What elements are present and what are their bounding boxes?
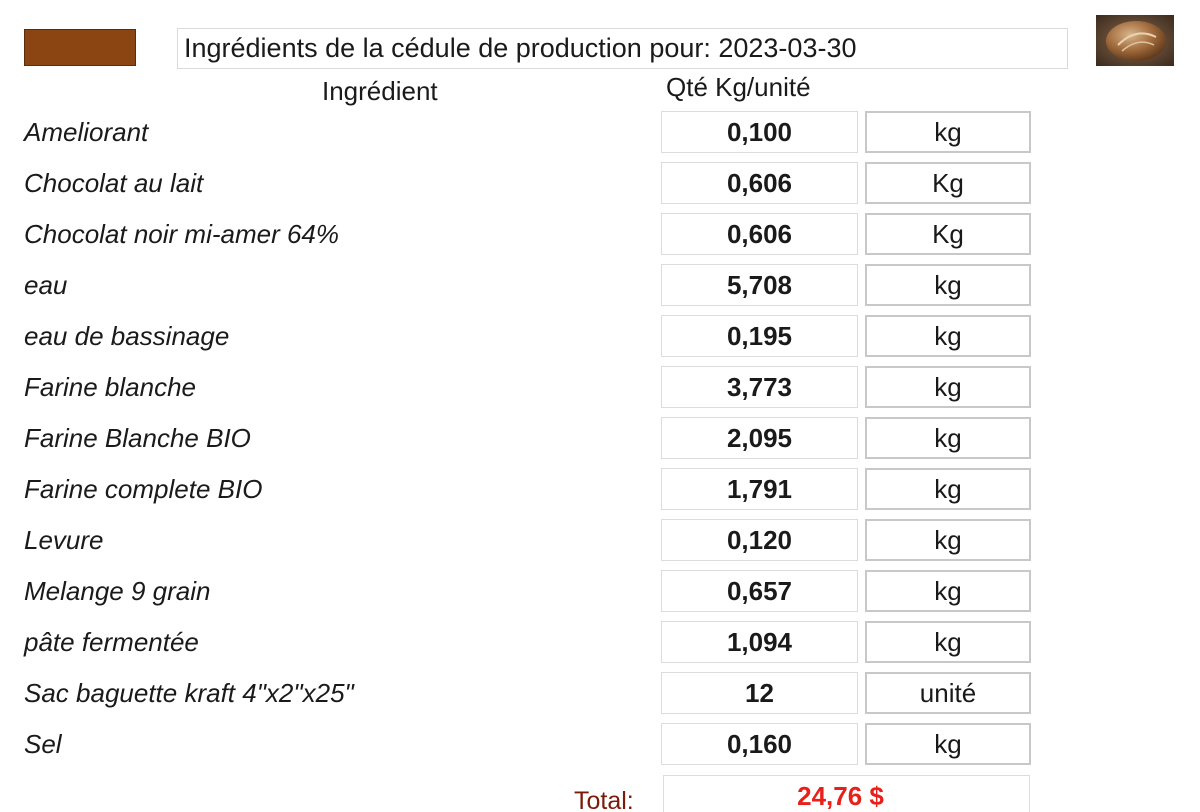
unit-field[interactable]: unité bbox=[865, 672, 1031, 714]
ingredient-name: eau bbox=[24, 270, 68, 300]
ingredient-name: Sac baguette kraft 4"x2"x25" bbox=[24, 678, 354, 708]
quantity-field[interactable]: 3,773 bbox=[661, 366, 858, 408]
total-value: 24,76 $ bbox=[663, 775, 1030, 812]
table-row: Chocolat au lait 0,606 Kg bbox=[0, 162, 1200, 213]
quantity-field[interactable]: 2,095 bbox=[661, 417, 858, 459]
total-label: Total: bbox=[574, 787, 634, 812]
ingredient-name: Farine complete BIO bbox=[24, 474, 263, 504]
unit-field[interactable]: kg bbox=[865, 366, 1031, 408]
unit-field[interactable]: kg bbox=[865, 723, 1031, 765]
unit-field[interactable]: kg bbox=[865, 621, 1031, 663]
unit-field[interactable]: kg bbox=[865, 264, 1031, 306]
unit-field[interactable]: Kg bbox=[865, 162, 1031, 204]
ingredient-name: pâte fermentée bbox=[24, 627, 199, 657]
table-row: Melange 9 grain 0,657 kg bbox=[0, 570, 1200, 621]
table-row: Sac baguette kraft 4"x2"x25" 12 unité bbox=[0, 672, 1200, 723]
unit-field[interactable]: kg bbox=[865, 111, 1031, 153]
quantity-field[interactable]: 12 bbox=[661, 672, 858, 714]
ingredient-name: Farine Blanche BIO bbox=[24, 423, 251, 453]
unit-field[interactable]: Kg bbox=[865, 213, 1031, 255]
quantity-field[interactable]: 0,160 bbox=[661, 723, 858, 765]
ingredient-name: Levure bbox=[24, 525, 104, 555]
ingredient-name: Chocolat noir mi-amer 64% bbox=[24, 219, 340, 249]
table-row: eau de bassinage 0,195 kg bbox=[0, 315, 1200, 366]
quantity-field[interactable]: 0,606 bbox=[661, 213, 858, 255]
quantity-field[interactable]: 0,657 bbox=[661, 570, 858, 612]
ingredients-table: Ameliorant 0,100 kg Chocolat au lait 0,6… bbox=[0, 111, 1200, 774]
unit-field[interactable]: kg bbox=[865, 468, 1031, 510]
table-row: Farine blanche 3,773 kg bbox=[0, 366, 1200, 417]
quantity-field[interactable]: 1,094 bbox=[661, 621, 858, 663]
table-row: Farine Blanche BIO 2,095 kg bbox=[0, 417, 1200, 468]
table-row: Ameliorant 0,100 kg bbox=[0, 111, 1200, 162]
quantity-field[interactable]: 0,606 bbox=[661, 162, 858, 204]
ingredient-name: Ameliorant bbox=[24, 117, 149, 147]
table-row: Levure 0,120 kg bbox=[0, 519, 1200, 570]
color-swatch-button[interactable] bbox=[24, 29, 136, 66]
ingredient-name: Sel bbox=[24, 729, 62, 759]
unit-field[interactable]: kg bbox=[865, 519, 1031, 561]
unit-field[interactable]: kg bbox=[865, 570, 1031, 612]
table-row: Sel 0,160 kg bbox=[0, 723, 1200, 774]
quantity-field[interactable]: 5,708 bbox=[661, 264, 858, 306]
unit-field[interactable]: kg bbox=[865, 315, 1031, 357]
table-row: pâte fermentée 1,094 kg bbox=[0, 621, 1200, 672]
ingredient-name: eau de bassinage bbox=[24, 321, 230, 351]
column-header-ingredient: Ingrédient bbox=[322, 76, 438, 106]
column-header-quantity: Qté Kg/unité bbox=[666, 72, 811, 102]
bread-image bbox=[1096, 15, 1174, 66]
ingredient-name: Chocolat au lait bbox=[24, 168, 204, 198]
quantity-field[interactable]: 0,100 bbox=[661, 111, 858, 153]
table-row: Chocolat noir mi-amer 64% 0,606 Kg bbox=[0, 213, 1200, 264]
ingredient-name: Farine blanche bbox=[24, 372, 196, 402]
quantity-field[interactable]: 0,195 bbox=[661, 315, 858, 357]
quantity-field[interactable]: 1,791 bbox=[661, 468, 858, 510]
ingredient-name: Melange 9 grain bbox=[24, 576, 211, 606]
unit-field[interactable]: kg bbox=[865, 417, 1031, 459]
quantity-field[interactable]: 0,120 bbox=[661, 519, 858, 561]
table-row: Farine complete BIO 1,791 kg bbox=[0, 468, 1200, 519]
table-row: eau 5,708 kg bbox=[0, 264, 1200, 315]
page-title: Ingrédients de la cédule de production p… bbox=[177, 28, 1068, 69]
